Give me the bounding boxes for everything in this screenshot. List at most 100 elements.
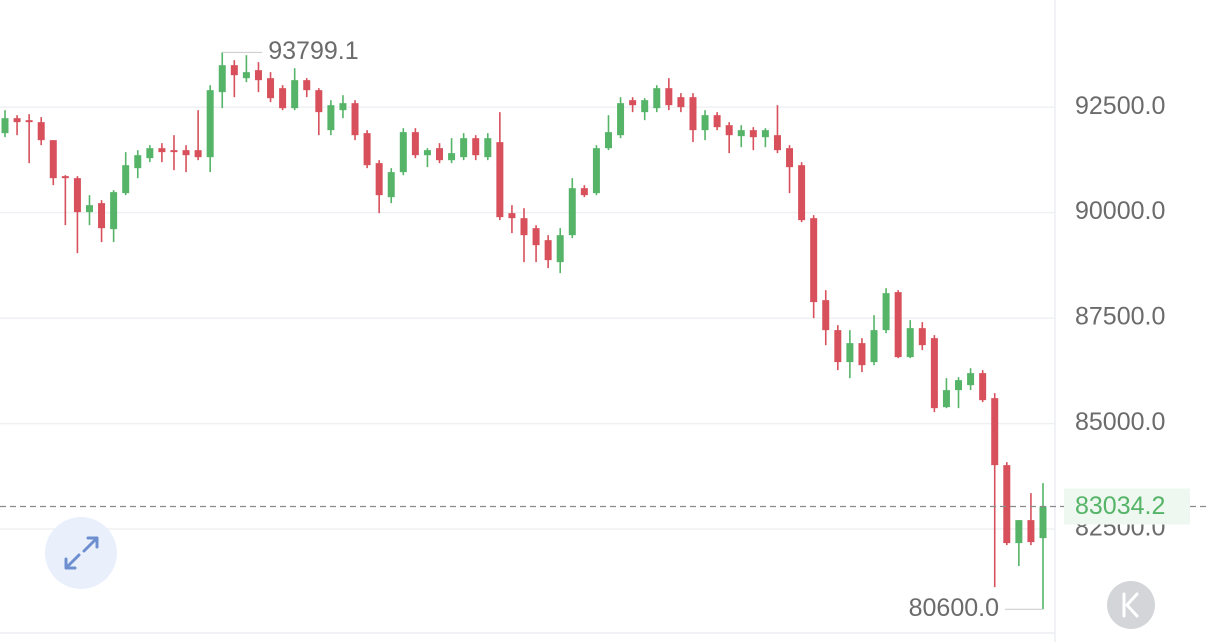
candle-body — [520, 218, 528, 236]
y-tick-label: 85000.0 — [1075, 408, 1165, 436]
candle-body — [375, 163, 383, 196]
candle-body — [339, 103, 347, 111]
candle-body — [725, 125, 733, 136]
candle-body — [460, 138, 468, 158]
candle-body — [496, 142, 504, 218]
candle-body — [194, 150, 202, 158]
candle-body — [472, 138, 480, 156]
candle-body — [810, 218, 818, 303]
candle-body — [858, 343, 866, 366]
candle-body — [411, 132, 419, 156]
candle-body — [629, 100, 637, 106]
candle-body — [1003, 465, 1011, 544]
candle-body — [532, 228, 540, 246]
expand-button[interactable] — [45, 517, 117, 589]
candle-body — [158, 148, 166, 153]
candle-body — [49, 140, 57, 179]
candle-body — [1015, 520, 1023, 544]
candle-body — [182, 150, 190, 156]
kline-circle[interactable] — [1107, 581, 1155, 629]
candle-body — [870, 330, 878, 363]
candle-body — [25, 120, 33, 123]
candle-body — [254, 70, 262, 81]
candle-body — [13, 118, 21, 123]
candle-body — [230, 65, 238, 76]
overlay: 93799.1 80600.0 83034.2 — [0, 37, 1206, 622]
candle-body — [568, 188, 576, 236]
expand-circle[interactable] — [45, 517, 117, 589]
candle-body — [146, 148, 154, 159]
kline-button[interactable] — [1107, 581, 1155, 629]
candle-body — [448, 153, 456, 161]
candle-body — [98, 203, 106, 229]
candle-body — [37, 122, 45, 141]
kline-icon[interactable] — [1122, 592, 1139, 618]
candle-body — [279, 88, 287, 109]
candle-body — [134, 155, 142, 169]
last-price-box — [1064, 488, 1190, 525]
candle-body — [665, 88, 673, 106]
high-marker-label: 93799.1 — [268, 37, 358, 65]
candle-body — [955, 380, 963, 391]
candle-body — [206, 90, 214, 158]
candle-body — [1027, 520, 1035, 543]
y-tick-label: 90000.0 — [1075, 197, 1165, 225]
candles — [1, 52, 1047, 610]
candle-body — [1, 118, 9, 134]
candle-body — [653, 88, 661, 109]
candle-body — [580, 188, 588, 196]
candle-body — [882, 293, 890, 331]
candle-body — [291, 80, 299, 109]
candle-body — [1039, 506, 1047, 539]
candle-body — [436, 148, 444, 161]
candle-body — [73, 178, 81, 213]
candle-body — [617, 103, 625, 136]
candle-body — [218, 65, 226, 93]
candle-body — [423, 150, 431, 156]
candle-body — [822, 300, 830, 331]
candle-body — [967, 373, 975, 386]
candle-body — [399, 132, 407, 173]
candle-body — [713, 115, 721, 128]
candle-body — [918, 328, 926, 346]
candle-body — [556, 235, 564, 263]
candle-body — [689, 97, 697, 131]
candle-body — [749, 130, 757, 138]
candle-body — [604, 132, 612, 149]
candle-body — [834, 330, 842, 363]
candle-body — [906, 328, 914, 358]
y-tick-label: 92500.0 — [1075, 92, 1165, 120]
candle-body — [363, 133, 371, 166]
candle-body — [761, 130, 769, 138]
candle-body — [930, 338, 938, 409]
candle-body — [942, 390, 950, 408]
candle-body — [798, 165, 806, 221]
candle-body — [61, 176, 69, 179]
candle-body — [242, 72, 250, 79]
candle-body — [894, 292, 902, 358]
candle-body — [267, 78, 275, 99]
candle-body — [786, 148, 794, 168]
candle-body — [979, 373, 987, 401]
candle-body — [641, 100, 649, 113]
candle-body — [170, 150, 178, 153]
expand-icon[interactable] — [64, 536, 99, 570]
candle-body — [85, 205, 93, 213]
candle-body — [110, 192, 118, 230]
candle-body — [327, 105, 335, 131]
candle-body — [303, 80, 311, 91]
candle-body — [351, 103, 359, 136]
candle-body — [677, 97, 685, 108]
candle-body — [122, 165, 130, 194]
candle-body — [544, 240, 552, 261]
candle-body — [737, 130, 745, 137]
candle-body — [387, 172, 395, 198]
candle-body — [508, 213, 516, 219]
candle-body — [315, 90, 323, 113]
candle-body — [991, 398, 999, 466]
candle-body — [592, 148, 600, 194]
